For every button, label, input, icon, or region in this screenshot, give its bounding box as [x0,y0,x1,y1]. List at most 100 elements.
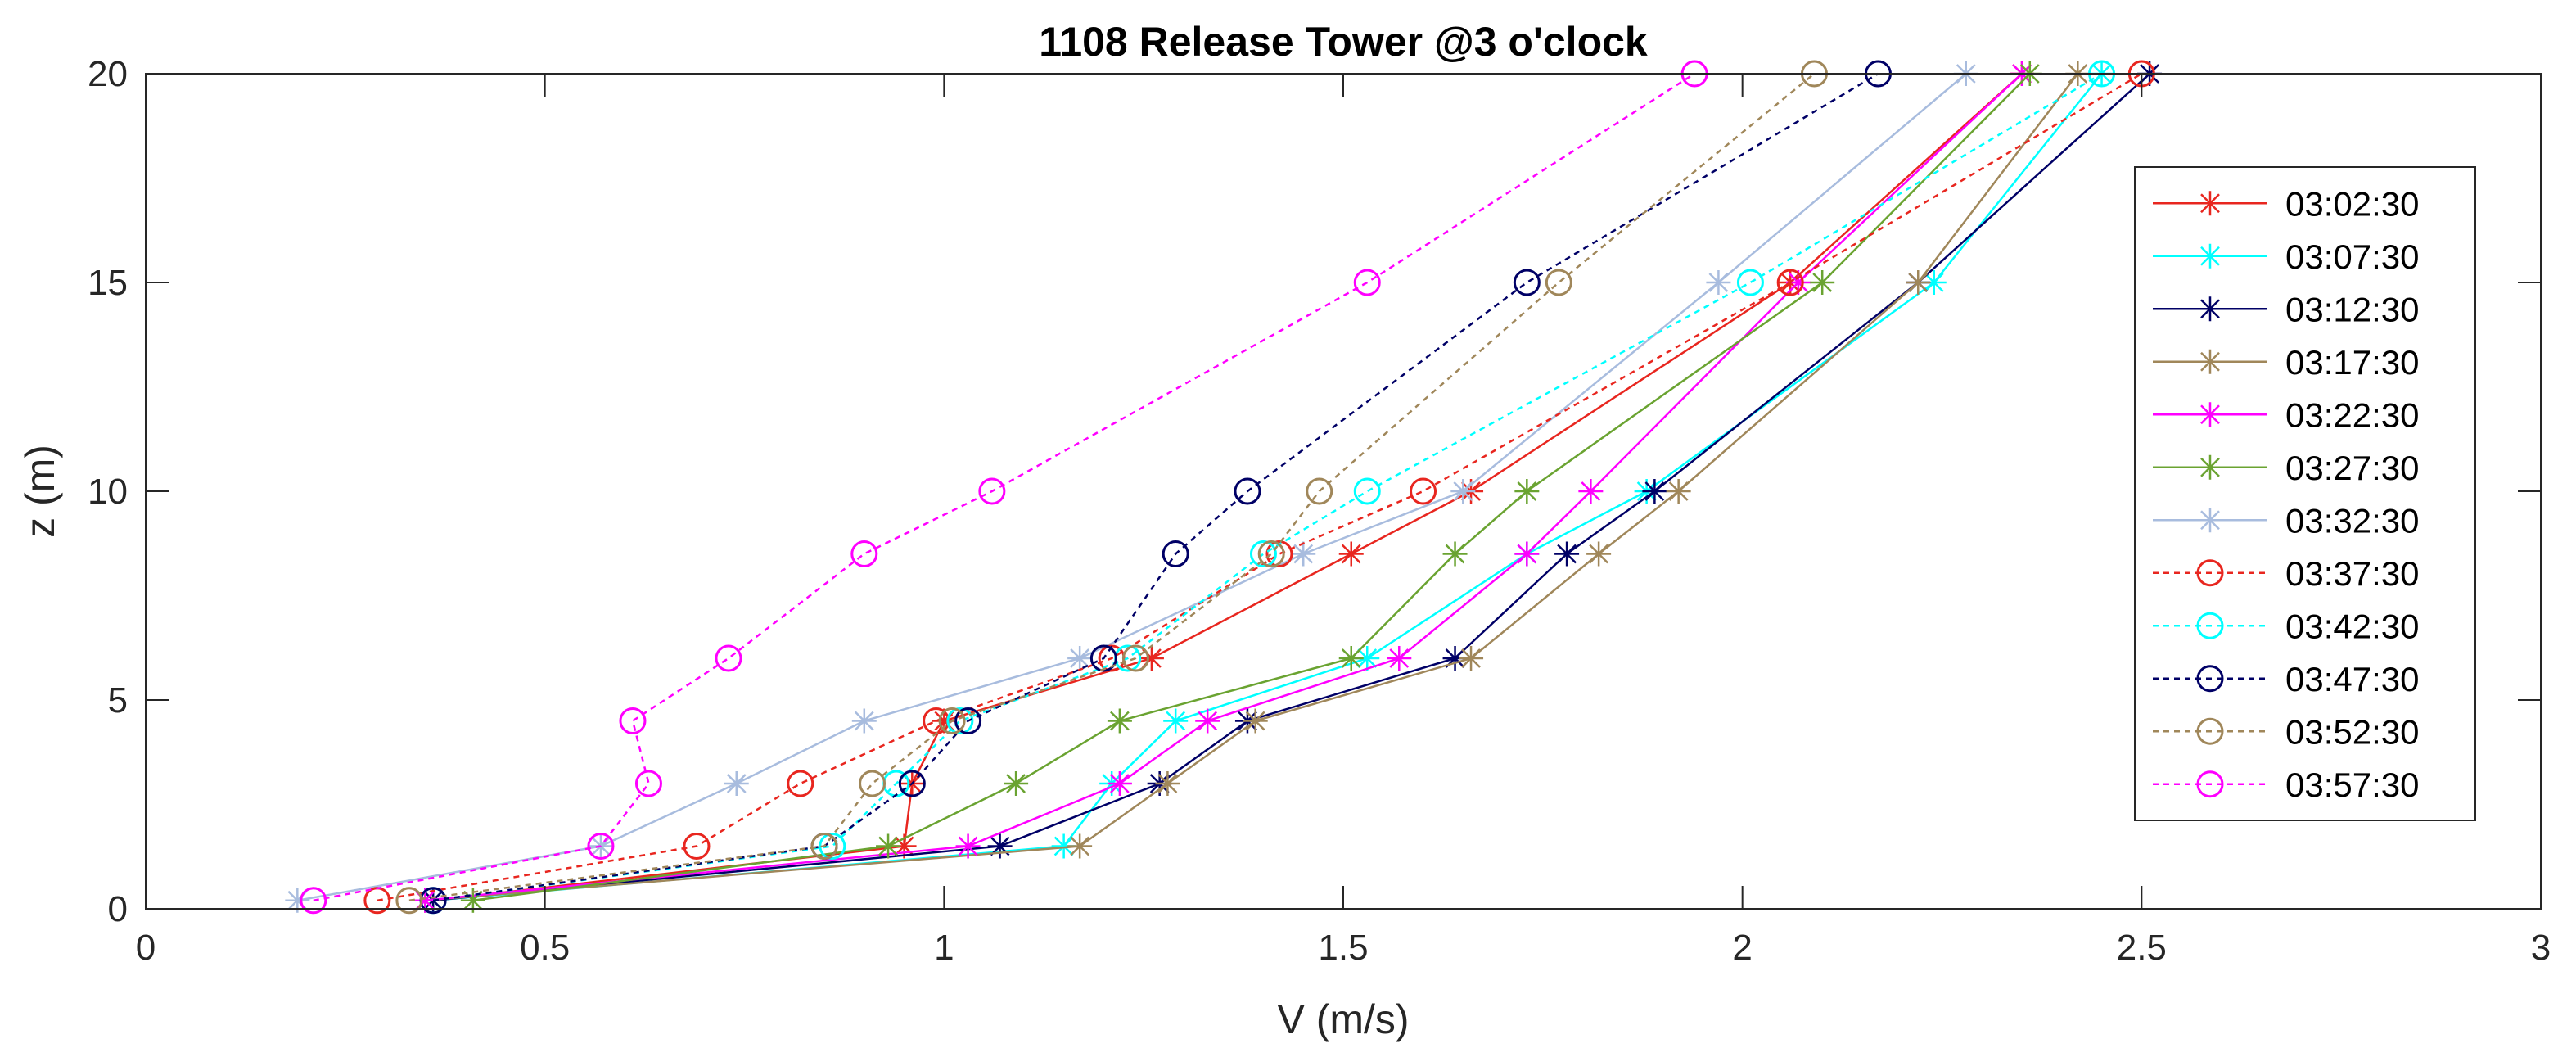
data-point [1067,646,1093,671]
data-point [715,644,742,672]
legend-marker [2198,296,2222,322]
x-axis-label: V (m/s) [1277,996,1409,1042]
legend-marker [2198,191,2222,216]
data-point [978,477,1006,505]
chart-title: 1108 Release Tower @3 o'clock [1039,19,1648,65]
data-point [1387,646,1412,671]
data-point [1338,646,1364,671]
y-tick-label: 5 [108,680,128,720]
y-tick-label: 10 [88,472,128,512]
data-point [1243,708,1268,734]
data-point [819,833,846,860]
legend-item: 03:17:30 [2153,343,2420,382]
legend-label: 03:12:30 [2285,290,2420,328]
data-point [1162,540,1189,567]
legend-item: 03:07:30 [2153,237,2420,276]
legend-marker [2196,770,2224,798]
series-03-32-30 [285,61,1978,913]
legend-label: 03:07:30 [2285,237,2420,276]
x-tick-label: 2 [1732,928,1752,968]
data-point [955,833,981,859]
data-point [1004,771,1029,796]
data-point [1514,541,1540,567]
legend-label: 03:52:30 [2285,712,2420,751]
legend-label: 03:02:30 [2285,184,2420,223]
data-point [395,887,423,915]
series-line [432,72,1879,902]
data-point [1107,708,1132,734]
data-point [1545,269,1572,296]
legend-item: 03:32:30 [2153,501,2420,540]
series-line [313,72,1695,902]
legend-marker [2198,349,2222,374]
legend-item: 03:42:30 [2153,607,2420,645]
data-point [1107,771,1132,796]
data-point [954,707,982,734]
series-03-52-30 [395,60,1828,915]
data-point [1155,771,1180,796]
series-line [377,72,2142,902]
legend-marker [2196,665,2224,693]
data-point [851,708,877,734]
legend-marker [2198,243,2222,269]
data-point [1353,269,1381,296]
legend-box [2134,166,2476,821]
data-point [810,833,838,860]
data-point [587,833,615,860]
x-tick-label: 2.5 [2117,928,2167,968]
axes-layer: 0 0.5 1 1.5 2 2.5 3 0 5 10 15 20 [88,54,2551,968]
data-point [1586,541,1612,567]
legend-item: 03:57:30 [2153,766,2420,804]
legend-marker [2196,717,2224,745]
data-point [850,540,878,567]
data-point [1234,477,1261,505]
data-point [787,770,814,797]
data-point [1353,477,1381,505]
data-point [1442,541,1468,567]
legend-label: 03:22:30 [2285,395,2420,434]
data-point [987,833,1013,859]
data-point [1578,479,1604,504]
data-point [1195,708,1220,734]
data-point [724,771,749,796]
y-axis-label: z (m) [17,445,63,538]
data-point [1410,477,1437,505]
data-point [1666,479,1691,504]
data-point [1776,269,1804,296]
y-tick-label: 15 [88,263,128,303]
data-point [1121,644,1149,672]
x-tick-label: 3 [2531,928,2551,968]
data-point [1338,541,1364,567]
legend-item: 03:12:30 [2153,290,2420,328]
x-tick-label: 1.5 [1318,928,1368,968]
legend: 03:02:30 03:07:30 03:12:30 03:17:30 03:22:30… [2134,166,2476,821]
data-point [1513,269,1541,296]
data-point [1810,270,1835,295]
y-tick-label: 0 [108,889,128,929]
data-point [1291,541,1316,567]
data-point [1257,540,1285,567]
x-tick-label: 1 [934,928,954,968]
data-point [1067,833,1093,859]
data-point [683,833,711,860]
data-point [1906,270,1931,295]
data-point [1089,644,1117,672]
x-tick-label: 0 [136,928,156,968]
legend-label: 03:32:30 [2285,501,2420,540]
data-point [1514,479,1540,504]
y-tick-label: 20 [88,54,128,94]
data-point [1306,477,1333,505]
legend-item: 03:22:30 [2153,395,2420,434]
legend-item: 03:02:30 [2153,184,2420,223]
x-tick-label: 0.5 [520,928,570,968]
data-point [1642,479,1667,504]
series-line [432,72,2103,902]
series-03-37-30 [363,60,2155,915]
series-line [408,73,1816,902]
legend-label: 03:47:30 [2285,660,2420,698]
data-point [1554,541,1580,567]
legend-label: 03:57:30 [2285,766,2420,804]
legend-label: 03:27:30 [2285,449,2420,487]
legend-item: 03:27:30 [2153,449,2420,487]
